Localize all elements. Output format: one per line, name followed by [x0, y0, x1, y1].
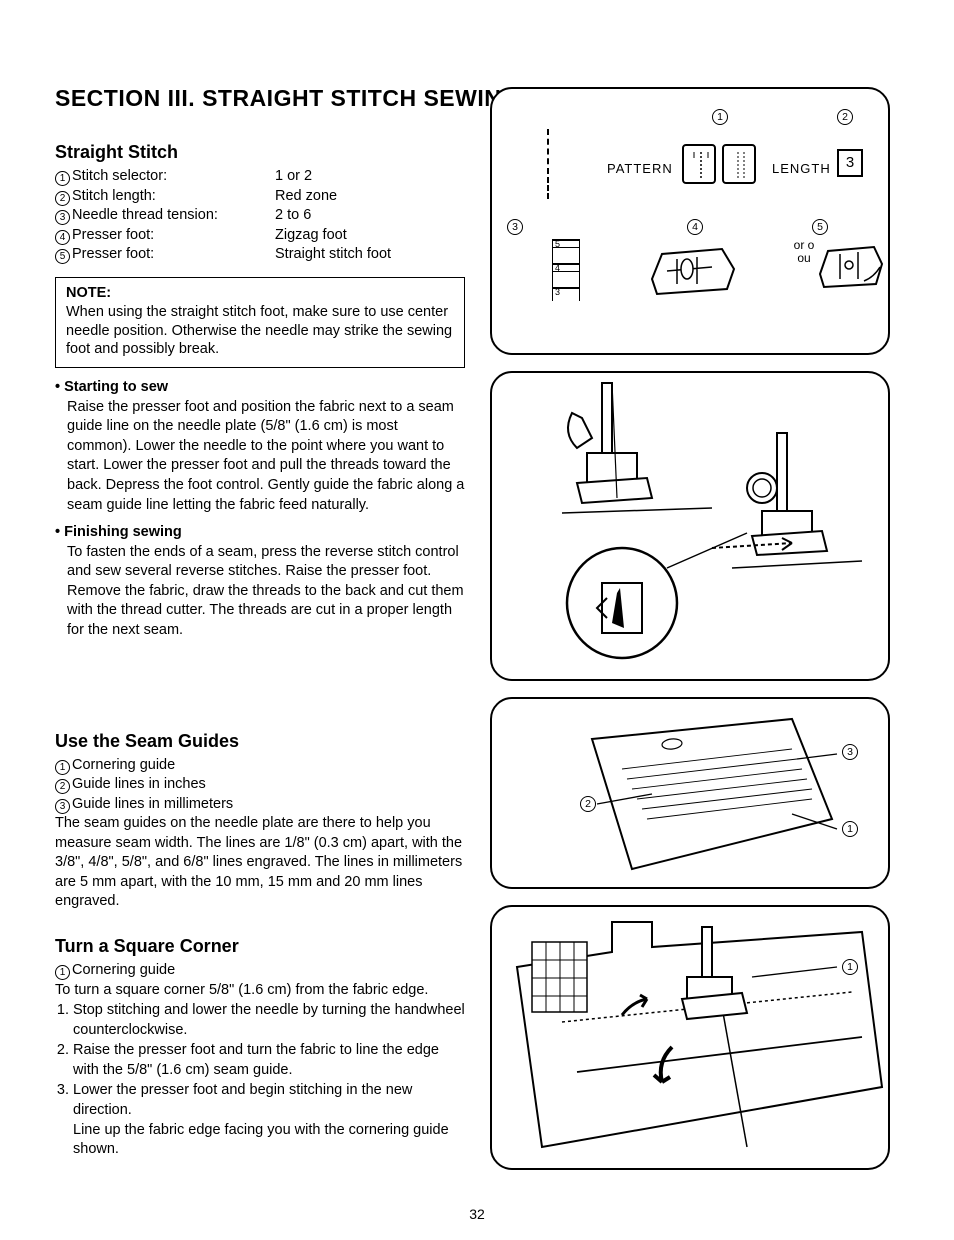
callout-1: 1 [712, 109, 728, 125]
starting-text: Raise the presser foot and position the … [55, 398, 465, 515]
circled-3: 3 [55, 799, 70, 814]
page-number: 32 [0, 1206, 954, 1222]
seam-item: Guide lines in inches [72, 776, 206, 792]
seam-text: The seam guides on the needle plate are … [55, 814, 465, 912]
callout-5: 5 [812, 219, 828, 235]
or-text: or o ou [792, 239, 816, 265]
callout-1: 1 [842, 821, 858, 837]
setting-label: Presser foot: [72, 246, 154, 262]
callout-4: 4 [687, 219, 703, 235]
circled-1: 1 [55, 965, 70, 980]
turn-steps: Stop stitching and lower the needle by t… [55, 1001, 465, 1160]
dash-line [547, 177, 549, 199]
setting-label: Presser foot: [72, 227, 154, 243]
figure-settings-panel: 1 2 3 4 5 PATTERN LENGTH 3 5 4 3 [490, 87, 890, 355]
length-label: LENGTH [772, 161, 831, 176]
figure-square-corner: 1 [490, 905, 890, 1170]
seam-item: Guide lines in millimeters [72, 796, 233, 812]
note-box: NOTE: When using the straight stitch foo… [55, 277, 465, 368]
circled-2: 2 [55, 779, 70, 794]
circled-3: 3 [55, 210, 70, 225]
straight-foot-icon [814, 239, 886, 294]
finishing-heading: Finishing sewing [55, 523, 465, 543]
step-1: Stop stitching and lower the needle by t… [73, 1001, 465, 1040]
circled-4: 4 [55, 230, 70, 245]
circled-5: 5 [55, 249, 70, 264]
setting-label: Needle thread tension: [72, 207, 218, 223]
callout-3: 3 [842, 744, 858, 760]
tension-dial-icon: 5 4 3 [552, 239, 580, 301]
circled-2: 2 [55, 191, 70, 206]
setting-value: 2 to 6 [275, 206, 311, 226]
turn-intro: To turn a square corner 5/8" (1.6 cm) fr… [55, 981, 465, 1001]
setting-label: Stitch length: [72, 188, 156, 204]
finishing-text: To fasten the ends of a seam, press the … [55, 543, 465, 641]
length-value-box: 3 [837, 149, 863, 177]
seam-guides-heading: Use the Seam Guides [55, 731, 465, 752]
seam-item: Cornering guide [72, 757, 175, 773]
setting-label: Stitch selector: [72, 168, 167, 184]
starting-heading: Starting to sew [55, 378, 465, 398]
callout-3: 3 [507, 219, 523, 235]
pattern-label: PATTERN [607, 161, 673, 176]
needle-plate-icon [492, 699, 892, 891]
settings-list: 1Stitch selector: 1 or 2 2Stitch length: R… [55, 167, 465, 265]
straight-stitch-heading: Straight Stitch [55, 142, 465, 163]
figure-seam-guide-plate: 2 3 1 [490, 697, 890, 889]
step-2: Raise the presser foot and turn the fabr… [73, 1041, 465, 1080]
turn-item: Cornering guide [72, 962, 175, 978]
right-column: 1 2 3 4 5 PATTERN LENGTH 3 5 4 3 [490, 142, 890, 1170]
note-text: When using the straight stitch foot, mak… [66, 303, 454, 360]
setting-value: Red zone [275, 187, 337, 207]
corner-turn-icon [492, 907, 892, 1172]
setting-value: Zigzag foot [275, 226, 347, 246]
sewing-machine-icon [492, 373, 892, 683]
setting-value: Straight stitch foot [275, 245, 391, 265]
figure-sewing-illustration [490, 371, 890, 681]
pattern-dial-2-icon [722, 144, 756, 184]
left-column: Straight Stitch 1Stitch selector: 1 or 2 … [55, 142, 465, 1170]
zigzag-foot-icon [642, 239, 742, 299]
callout-2: 2 [837, 109, 853, 125]
callout-1: 1 [842, 959, 858, 975]
pattern-dial-1-icon [682, 144, 716, 184]
setting-value: 1 or 2 [275, 167, 312, 187]
circled-1: 1 [55, 760, 70, 775]
note-label: NOTE: [66, 284, 454, 303]
circled-1: 1 [55, 171, 70, 186]
step-3: Lower the presser foot and begin stitchi… [73, 1081, 465, 1159]
dash-line [547, 129, 549, 174]
callout-2: 2 [580, 796, 596, 812]
turn-corner-heading: Turn a Square Corner [55, 936, 465, 957]
